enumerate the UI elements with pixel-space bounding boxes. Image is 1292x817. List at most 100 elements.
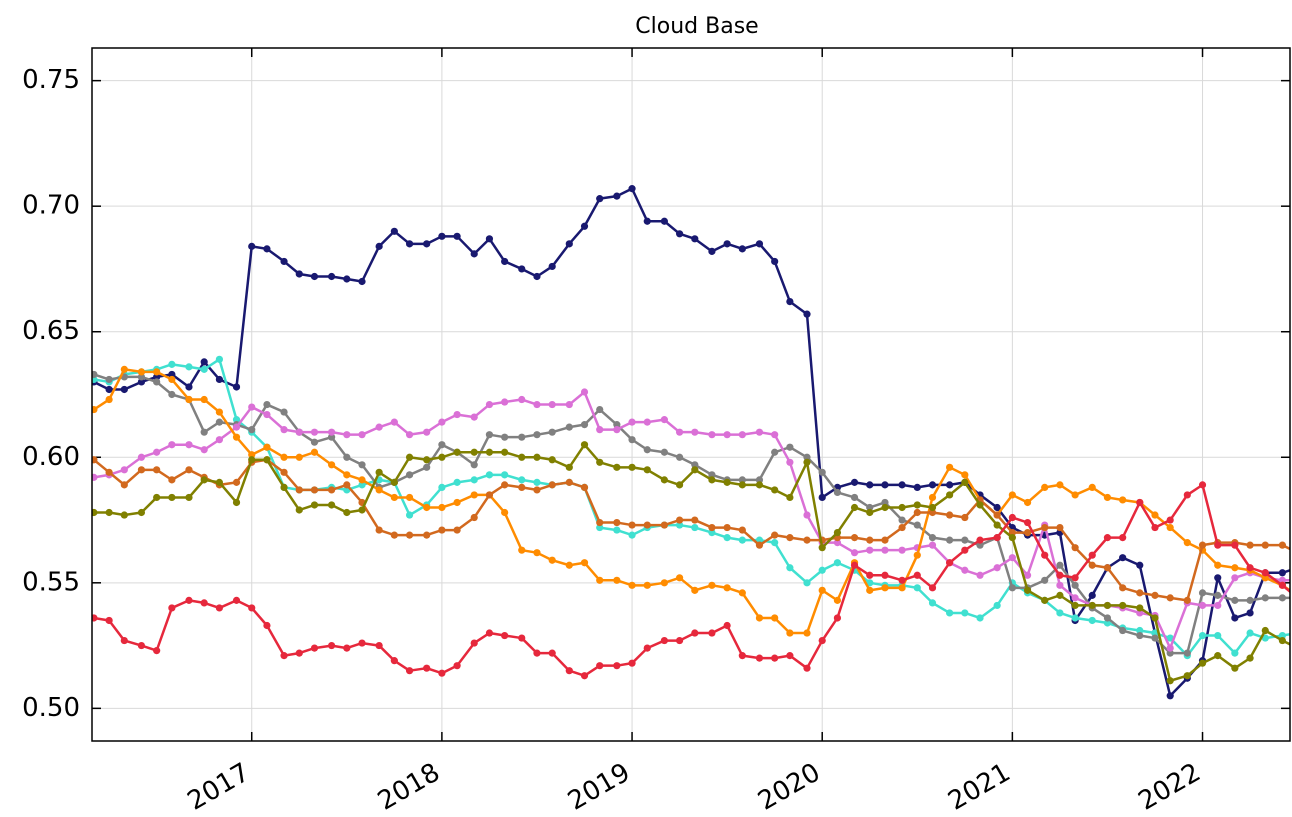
point xyxy=(215,408,224,416)
point xyxy=(1246,596,1254,604)
point xyxy=(438,232,446,240)
y-tick-label: 0.60 xyxy=(22,442,80,472)
point xyxy=(120,385,128,394)
point xyxy=(390,493,398,502)
point xyxy=(660,217,668,225)
point xyxy=(660,579,668,587)
y-tick-label: 0.75 xyxy=(22,65,80,95)
point xyxy=(533,478,541,486)
point xyxy=(1231,596,1239,604)
point xyxy=(675,636,684,645)
point xyxy=(850,503,859,512)
point xyxy=(738,476,746,484)
point xyxy=(580,559,589,567)
point xyxy=(137,368,146,376)
point xyxy=(1071,614,1079,622)
point xyxy=(438,669,446,677)
point xyxy=(215,436,224,444)
point xyxy=(310,428,319,436)
point xyxy=(928,503,937,512)
point xyxy=(1198,631,1207,640)
point xyxy=(1071,544,1079,552)
point xyxy=(533,400,541,409)
point xyxy=(565,561,573,569)
point xyxy=(153,448,161,456)
point xyxy=(390,478,398,486)
point xyxy=(200,395,208,404)
point xyxy=(1119,496,1127,504)
point xyxy=(390,418,398,426)
point xyxy=(946,481,954,489)
point xyxy=(803,453,811,461)
point xyxy=(153,466,161,474)
point xyxy=(470,639,478,647)
point xyxy=(1071,594,1079,602)
point xyxy=(343,481,351,489)
point xyxy=(1136,609,1144,617)
point xyxy=(643,217,651,225)
point xyxy=(438,453,446,461)
point xyxy=(913,501,921,509)
point xyxy=(628,436,636,444)
point xyxy=(738,526,746,534)
point xyxy=(1088,601,1096,610)
point xyxy=(1103,564,1112,572)
point xyxy=(881,536,889,544)
series-line xyxy=(93,483,1290,677)
point xyxy=(1103,493,1112,502)
point xyxy=(215,478,224,486)
point xyxy=(803,579,811,587)
point xyxy=(628,185,636,193)
point xyxy=(168,493,176,502)
point xyxy=(1214,631,1222,640)
point xyxy=(771,539,779,547)
point xyxy=(913,551,921,559)
point xyxy=(613,426,621,434)
point xyxy=(1151,523,1159,532)
point xyxy=(501,448,509,456)
point xyxy=(153,368,161,376)
point xyxy=(1008,513,1016,522)
point xyxy=(518,476,526,484)
point xyxy=(1198,481,1207,489)
point xyxy=(771,431,779,439)
point xyxy=(881,498,889,507)
point xyxy=(786,629,794,637)
point xyxy=(280,408,288,416)
point xyxy=(375,641,383,650)
point xyxy=(723,621,731,630)
point xyxy=(565,463,573,471)
point xyxy=(328,428,336,436)
point xyxy=(976,501,984,509)
point xyxy=(786,564,794,572)
point xyxy=(866,536,874,544)
point xyxy=(453,662,461,670)
point xyxy=(898,584,906,592)
point xyxy=(881,503,889,512)
x-tick-label: 2017 xyxy=(183,758,255,817)
point xyxy=(771,614,779,622)
point xyxy=(501,481,509,489)
point xyxy=(1088,483,1096,492)
point xyxy=(120,511,128,519)
chart-title: Cloud Base xyxy=(635,14,758,39)
point xyxy=(691,461,699,469)
point xyxy=(533,453,541,461)
point xyxy=(470,413,478,421)
point xyxy=(263,621,271,630)
point xyxy=(803,536,811,544)
point xyxy=(1261,594,1269,602)
point xyxy=(280,426,288,434)
point xyxy=(295,453,303,461)
point xyxy=(803,511,811,519)
point xyxy=(993,503,1001,512)
point xyxy=(470,461,478,469)
point xyxy=(928,508,937,517)
point xyxy=(470,476,478,484)
point xyxy=(358,476,366,484)
point xyxy=(518,265,526,273)
point xyxy=(580,672,589,680)
point xyxy=(613,192,621,200)
point xyxy=(453,410,461,419)
point xyxy=(898,503,906,512)
